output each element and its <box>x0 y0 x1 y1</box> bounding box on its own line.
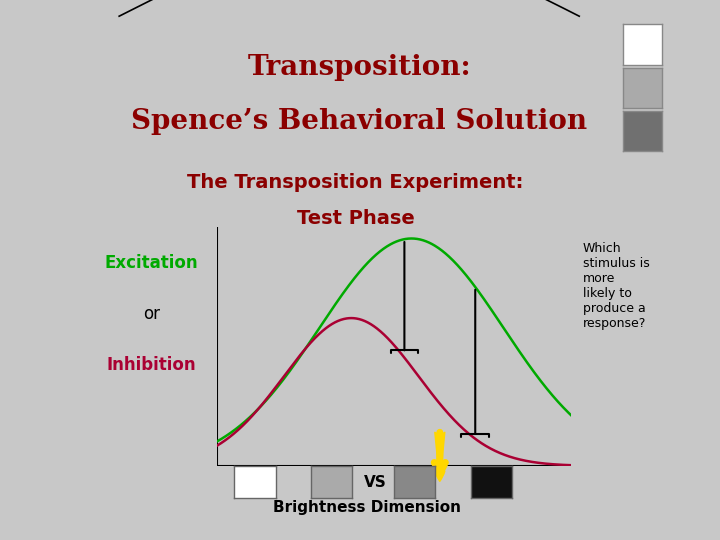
Text: Excitation: Excitation <box>105 254 199 272</box>
Text: The Transposition Experiment:: The Transposition Experiment: <box>187 173 523 192</box>
Text: Transposition:: Transposition: <box>248 54 471 81</box>
Text: or: or <box>143 305 161 323</box>
Text: Inhibition: Inhibition <box>107 356 197 374</box>
Text: Spence’s Behavioral Solution: Spence’s Behavioral Solution <box>131 108 588 135</box>
Text: Test Phase: Test Phase <box>297 209 414 228</box>
Text: Which
stimulus is
more
likely to
produce a
response?: Which stimulus is more likely to produce… <box>582 241 649 329</box>
Text: VS: VS <box>364 475 387 490</box>
Text: Brightness Dimension: Brightness Dimension <box>273 500 462 515</box>
